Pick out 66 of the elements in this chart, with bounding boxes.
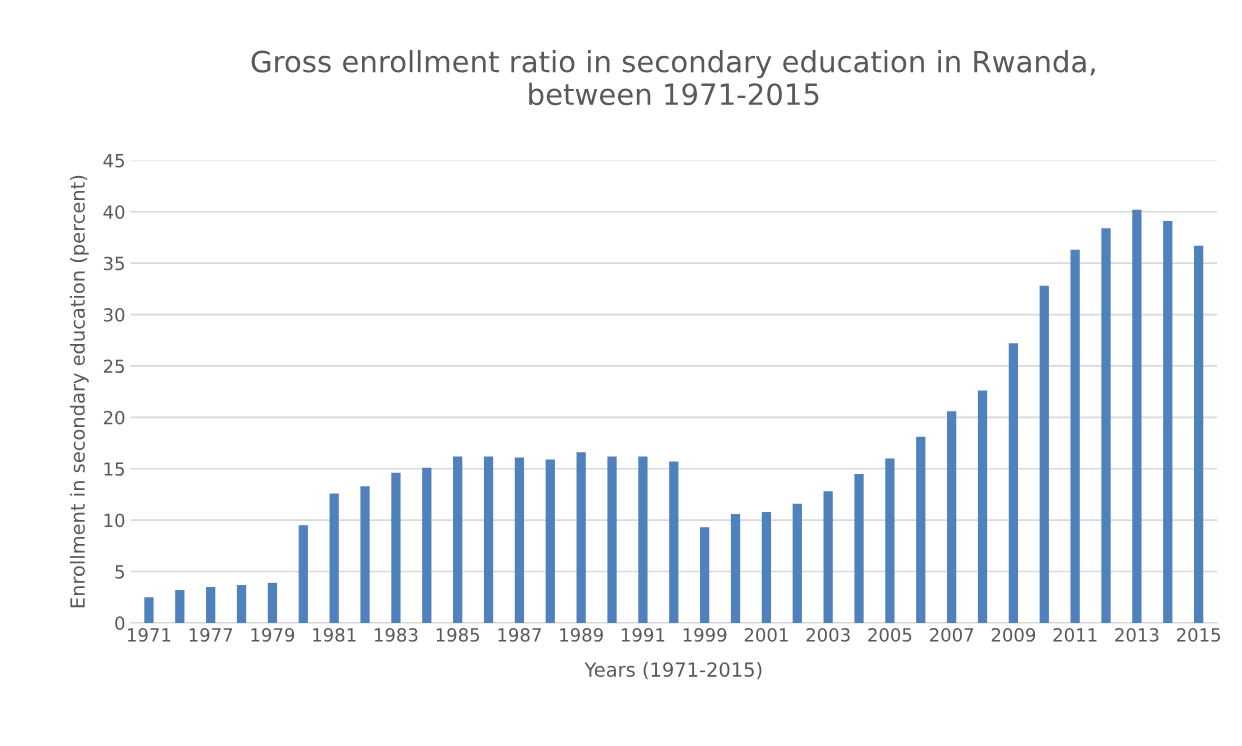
bar — [1070, 249, 1080, 623]
bar — [360, 486, 370, 623]
y-tick-label: 25 — [103, 359, 124, 374]
bar — [947, 411, 957, 623]
bar — [206, 586, 216, 623]
chart-title: Gross enrollment ratio in secondary education in Rwanda, between 1971-2015 — [251, 50, 1095, 106]
bar — [391, 472, 401, 623]
x-tick-label: 2015 — [1176, 628, 1221, 642]
y-tick-label: 0 — [115, 616, 125, 631]
bar — [1163, 221, 1173, 623]
bar — [1039, 285, 1049, 623]
y-tick-label: 20 — [103, 410, 125, 425]
y-tick-label: 45 — [103, 154, 124, 168]
x-tick-label: 2001 — [744, 628, 788, 642]
bar — [638, 456, 648, 623]
x-tick-label: 1983 — [374, 628, 418, 642]
y-tick-label: 10 — [104, 513, 125, 528]
bar — [885, 458, 895, 623]
bar — [854, 473, 864, 623]
x-tick-label: 1991 — [621, 628, 665, 642]
bar — [1194, 245, 1204, 623]
bar — [977, 390, 988, 623]
x-tick-label: 1977 — [189, 628, 233, 642]
bar — [669, 461, 679, 623]
y-tick-label: 40 — [103, 205, 125, 219]
bar — [483, 456, 494, 623]
x-tick-label: 2007 — [929, 628, 974, 642]
bar — [453, 456, 463, 623]
bar — [792, 503, 802, 623]
y-tick-label: 35 — [103, 256, 124, 271]
x-tick-label: 2005 — [868, 628, 912, 642]
x-tick-label: 1981 — [313, 628, 356, 642]
bar — [422, 467, 432, 623]
x-tick-label: 1971 — [127, 628, 171, 642]
bar — [607, 456, 617, 623]
bar — [1101, 228, 1111, 623]
bar — [175, 590, 185, 623]
x-tick-label: 1979 — [251, 628, 295, 642]
bar — [329, 493, 339, 623]
x-tick-label: 1989 — [560, 628, 603, 642]
x-tick-label: 2011 — [1053, 628, 1097, 642]
x-tick-label: 2013 — [1115, 628, 1159, 642]
bar — [700, 527, 710, 623]
bar — [730, 513, 741, 623]
bar — [236, 584, 247, 623]
bar — [576, 452, 586, 623]
bar — [298, 525, 308, 623]
x-tick-label: 1987 — [498, 628, 541, 642]
bar — [545, 459, 555, 623]
x-tick-label: 1985 — [436, 628, 480, 642]
bar — [823, 491, 833, 623]
bar — [267, 582, 278, 623]
x-tick-label: 1999 — [683, 628, 727, 642]
x-axis-title: Years (1971-2015) — [584, 661, 762, 680]
bar — [144, 597, 154, 623]
x-tick-label: 2003 — [806, 628, 850, 642]
y-axis-title: Enrollment in secondary education (percent) — [69, 175, 89, 608]
bar — [916, 436, 926, 623]
bar — [1132, 209, 1142, 623]
bar — [514, 457, 525, 623]
y-tick-label: 15 — [104, 462, 124, 476]
y-tick-label: 30 — [103, 308, 125, 322]
x-tick-label: 2009 — [991, 628, 1036, 642]
bar — [761, 511, 772, 623]
y-tick-label: 5 — [115, 565, 124, 579]
bar — [1008, 343, 1019, 623]
